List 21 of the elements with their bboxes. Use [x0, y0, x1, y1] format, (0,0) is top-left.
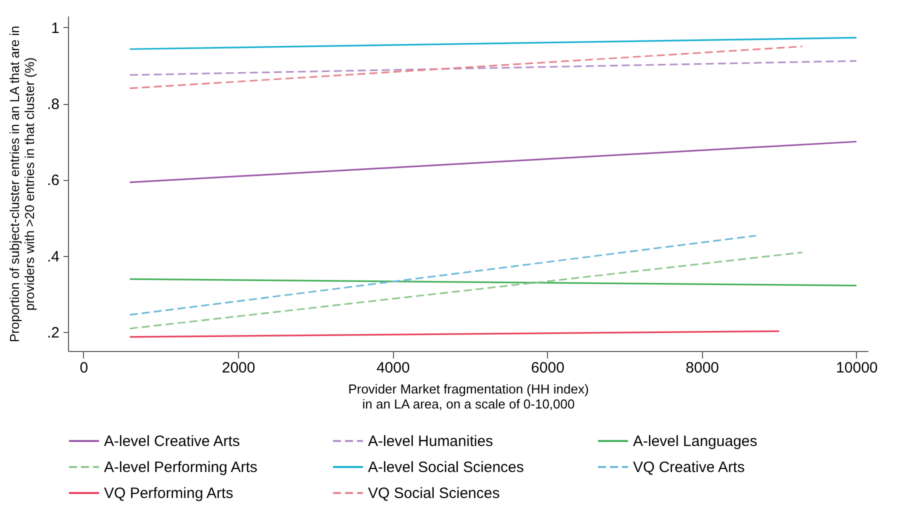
x-tick-label: 2000 [222, 360, 256, 376]
legend-label: A-level Languages [633, 433, 758, 450]
legend-label: A-level Performing Arts [104, 459, 258, 476]
y-tick-label: 1 [51, 20, 60, 37]
legend-label: VQ Creative Arts [633, 459, 745, 476]
legend-label: A-level Social Sciences [368, 459, 524, 476]
y-tick-label: .4 [46, 248, 60, 266]
y-tick-label: .6 [46, 172, 60, 190]
y-tick-label: .8 [46, 96, 60, 114]
x-tick-label: 8000 [686, 360, 720, 376]
legend-label: A-level Creative Arts [104, 433, 240, 450]
x-axis-title: Provider Market fragmentation (HH index) in an LA area, on a scale of 0-10,000 [348, 382, 589, 412]
legend-label: VQ Social Sciences [368, 485, 500, 502]
x-tick-label: 10000 [836, 360, 878, 376]
y-tick-label: .2 [46, 324, 60, 342]
x-tick-label: 4000 [376, 360, 410, 376]
x-tick-label: 0 [80, 360, 88, 376]
x-tick-label: 6000 [531, 360, 564, 376]
legend-label: VQ Performing Arts [104, 485, 234, 502]
legend-label: A-level Humanities [368, 433, 494, 450]
y-axis-title: Proportion of subject-cluster entries in an LA that are in providers with >20 entries in that cluster (%) [6, 26, 37, 342]
